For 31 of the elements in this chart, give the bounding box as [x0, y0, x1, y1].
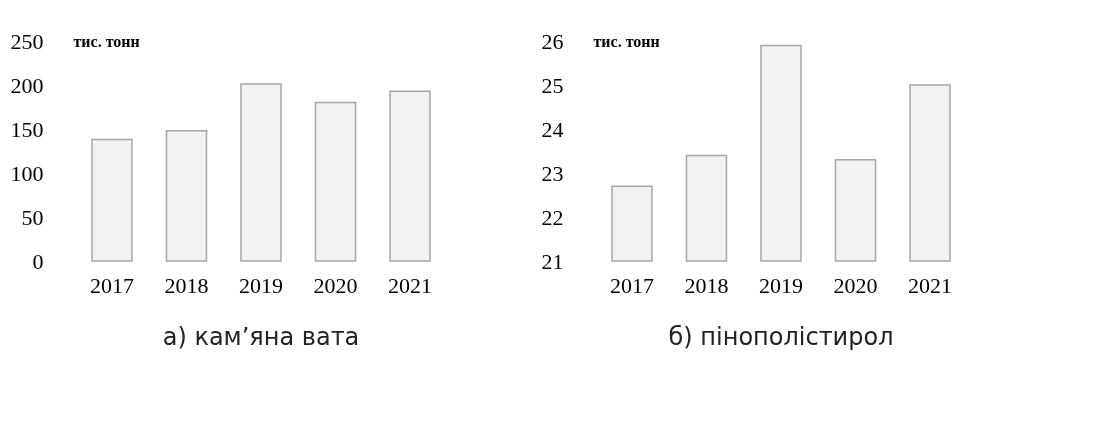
y-axis-title: тис. тонн [73, 32, 140, 50]
x-tick-label: 2018 [164, 272, 209, 298]
bar [91, 138, 133, 262]
x-tick-label: 2020 [833, 272, 878, 298]
y-tick-label: 150 [10, 116, 44, 142]
y-tick-label: 200 [10, 72, 44, 98]
bar [240, 83, 282, 262]
x-tick-label: 2020 [313, 272, 358, 298]
x-tick-label: 2021 [388, 272, 433, 298]
x-tick-label: 2021 [908, 272, 953, 298]
x-tick-label: 2019 [239, 272, 283, 298]
y-tick-label: 24 [541, 116, 564, 142]
x-tick-label: 2017 [609, 272, 654, 298]
x-tick-label: 2017 [89, 272, 134, 298]
bar [389, 90, 431, 262]
y-tick-label: 0 [32, 248, 44, 274]
text: б) пінополістирол [668, 323, 894, 351]
x-tick-label: 2018 [684, 272, 729, 298]
y-tick-label: 23 [541, 160, 564, 186]
bar [165, 130, 208, 262]
y-tick-label: 25 [541, 72, 564, 98]
y-axis-title: тис. тонн [593, 32, 660, 50]
x-tick-label: 2019 [759, 272, 803, 298]
y-tick-label: 26 [541, 28, 564, 54]
y-tick-label: 250 [10, 28, 44, 54]
y-tick-label: 50 [21, 204, 44, 230]
y-tick-label: 22 [541, 204, 564, 230]
y-tick-label: 100 [10, 160, 44, 186]
bar [314, 101, 357, 262]
text: а) кам’яна вата [162, 323, 360, 351]
y-tick-label: 21 [541, 248, 564, 274]
